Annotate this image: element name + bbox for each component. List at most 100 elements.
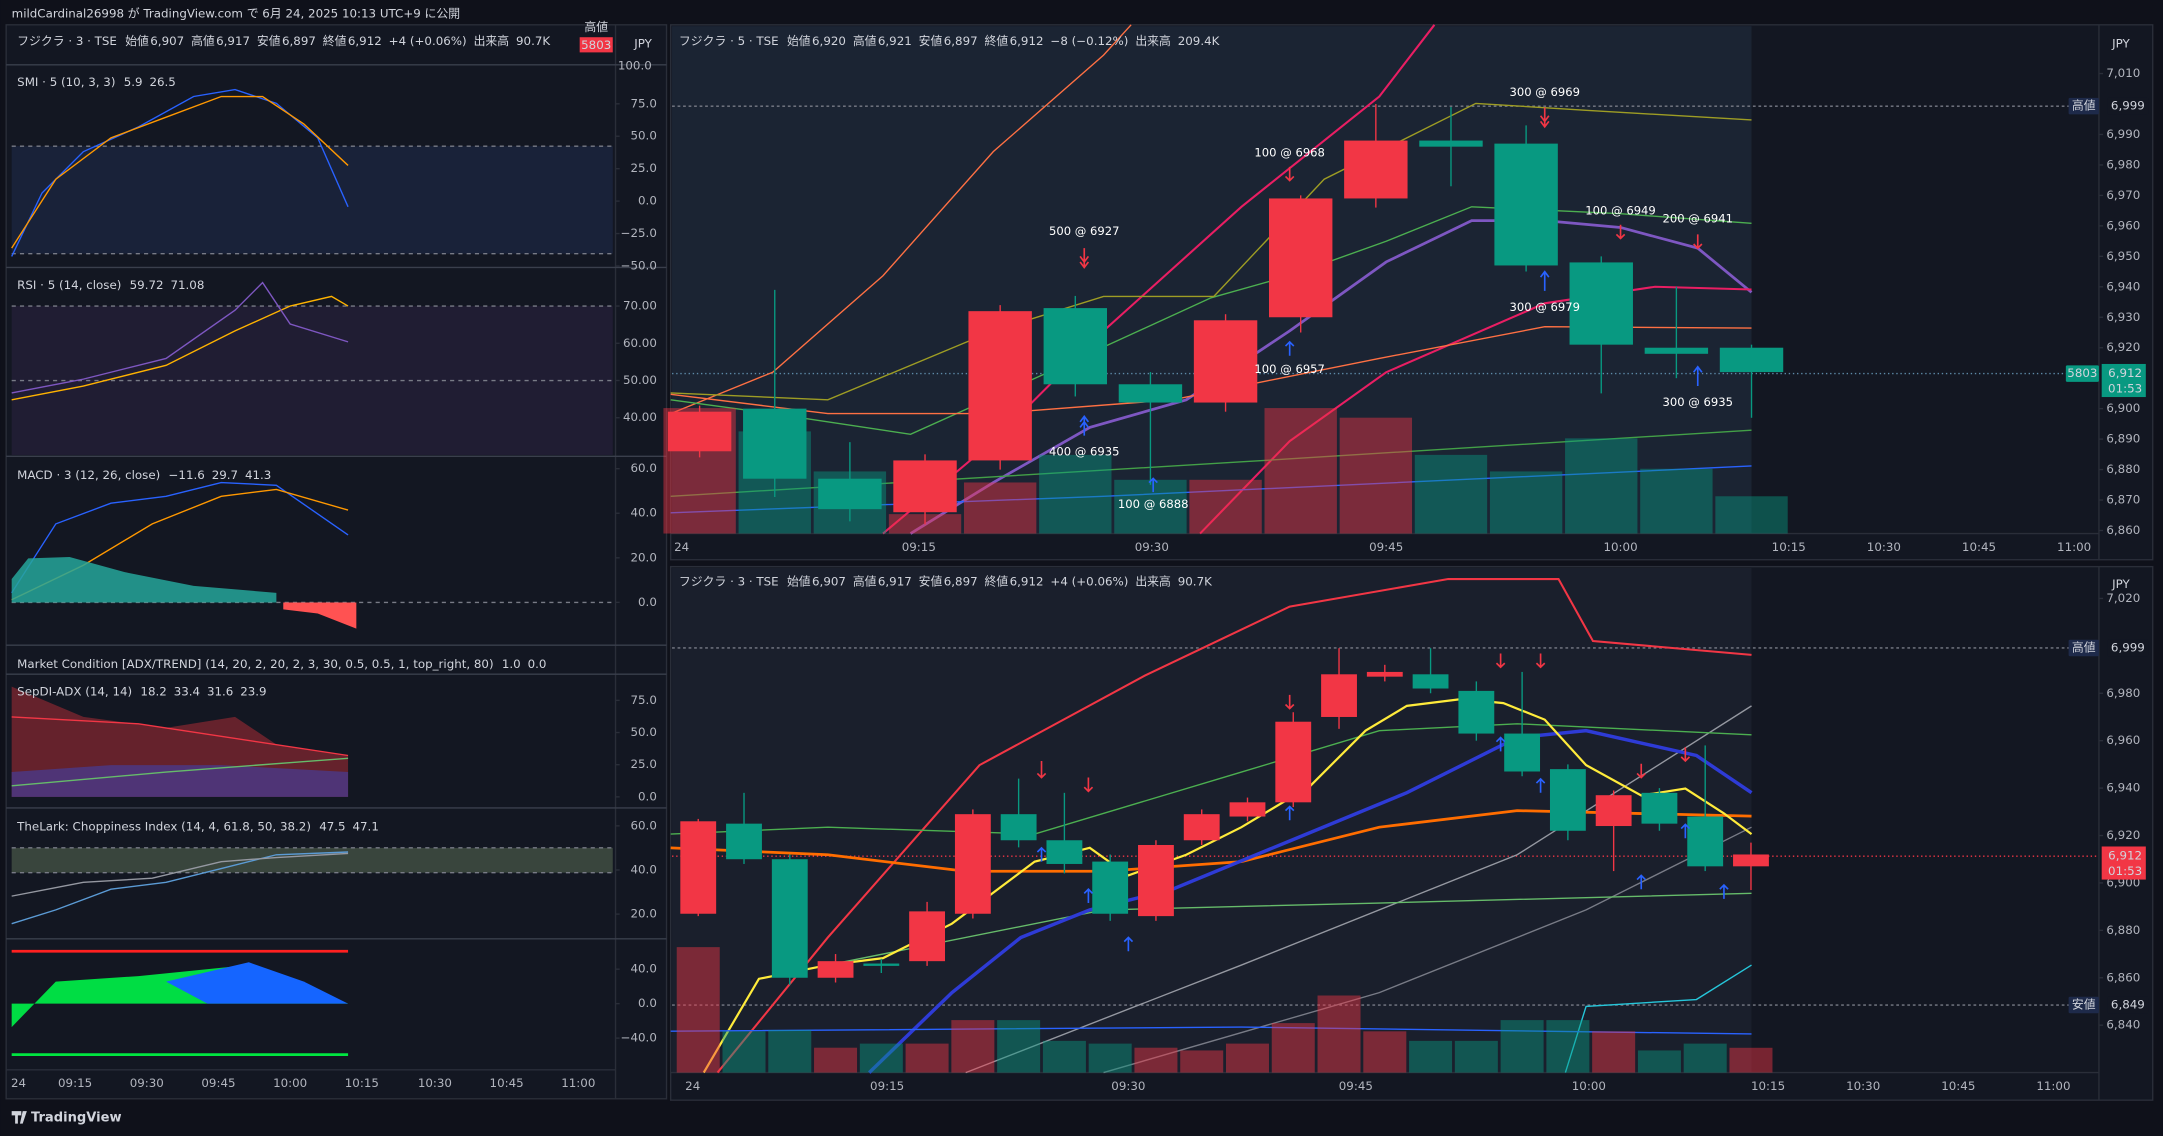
tick-label: 50.00 xyxy=(623,373,657,387)
tick-label: 40.0 xyxy=(631,506,657,520)
tick-label: 40.00 xyxy=(623,410,657,424)
candle-body xyxy=(1504,733,1541,772)
candle-body xyxy=(1138,844,1174,917)
candle-body xyxy=(1229,802,1266,817)
price-tick-label: 6,920 xyxy=(2106,828,2140,842)
price-tick-label: 6,980 xyxy=(2106,157,2140,171)
candle-body xyxy=(1321,674,1357,717)
time-label: 09:15 xyxy=(58,1076,92,1090)
legend-symbol: フジクラ · 3 · TSE xyxy=(17,34,117,48)
price-tick-label: 6,880 xyxy=(2106,923,2140,937)
tick-label: 0.0 xyxy=(638,996,657,1010)
volume-bar xyxy=(1271,1023,1315,1073)
trade-annotation: 300 @ 6935 xyxy=(1662,395,1733,409)
high-price: 6,999 xyxy=(2111,99,2145,113)
high-label-bg xyxy=(2068,97,2099,115)
legend-label: 高値 xyxy=(853,574,877,588)
high-price-bg xyxy=(2107,639,2149,657)
time-label: 24 xyxy=(674,540,689,554)
legend-value: 出来高 xyxy=(1135,34,1171,48)
tick-label: 70.00 xyxy=(623,299,657,313)
volume-bar xyxy=(905,1043,949,1073)
legend-label: 90.7K xyxy=(516,34,551,48)
low-label: 安値 xyxy=(2072,998,2096,1012)
volume-bar xyxy=(1317,995,1361,1073)
volume-bar xyxy=(1729,1047,1773,1073)
pane-value: 18.2 xyxy=(140,685,166,699)
high-label: 高値 xyxy=(2072,99,2096,113)
tick-label: 20.0 xyxy=(631,907,657,921)
legend-label: 終値 xyxy=(985,34,1009,48)
tick-label: 60.00 xyxy=(623,336,657,350)
tick-label: 0.0 xyxy=(638,595,657,609)
volume-bar xyxy=(676,947,720,1073)
trade-annotation: 300 @ 6969 xyxy=(1509,85,1580,99)
time-label: 09:30 xyxy=(1111,1079,1145,1093)
price-tick-label: 6,920 xyxy=(2106,340,2140,354)
last-price: 6,912 xyxy=(2108,366,2142,380)
price-tick-label: 6,950 xyxy=(2106,249,2140,263)
candle-body xyxy=(1118,384,1183,403)
legend-value: 6,897 xyxy=(282,34,316,48)
pane-value: 31.6 xyxy=(207,685,233,699)
volume-bar xyxy=(1546,1020,1590,1073)
candle-body xyxy=(954,814,991,914)
candle-body xyxy=(1733,854,1769,867)
currency: JPY xyxy=(633,37,652,51)
pane-value: 23.9 xyxy=(240,685,266,699)
candle-body xyxy=(1549,769,1586,831)
pane-value: 29.7 xyxy=(212,468,238,482)
time-label: 10:00 xyxy=(1603,540,1637,554)
legend-label: 209.4K xyxy=(1178,34,1221,48)
volume-bar xyxy=(1039,454,1112,534)
legend-label: 終値 xyxy=(985,574,1009,588)
trade-annotation: 100 @ 6957 xyxy=(1254,362,1325,376)
time-label: 10:45 xyxy=(490,1076,524,1090)
candle-body xyxy=(743,408,807,479)
volume-bar xyxy=(1114,479,1187,534)
legend-value: 6,907 xyxy=(812,574,846,588)
legend-value: 出来高 xyxy=(1135,574,1171,588)
symbol-badge: 5803 xyxy=(2067,366,2097,380)
candle-body xyxy=(1419,140,1483,147)
price-tick-label: 6,970 xyxy=(2106,188,2140,202)
tick-label: 0.0 xyxy=(638,194,657,208)
legend-label: 高値 xyxy=(853,34,877,48)
legend-value: 6,897 xyxy=(944,34,978,48)
trade-annotation: 100 @ 6949 xyxy=(1585,203,1656,217)
trade-arrows xyxy=(1036,107,1729,952)
volume-bar xyxy=(1592,1031,1636,1073)
tick-label: −50.0 xyxy=(621,258,657,272)
time-label: 10:00 xyxy=(273,1076,307,1090)
candle-body xyxy=(1366,671,1403,677)
legend-label: 安値 xyxy=(919,34,943,48)
pane-separators xyxy=(6,64,667,940)
candle-body xyxy=(1412,674,1449,689)
price-tick-label: 6,940 xyxy=(2106,781,2140,795)
pane-value: 0.0 xyxy=(528,657,547,671)
legend-value: 6,897 xyxy=(944,574,978,588)
price-tick-label: 6,880 xyxy=(2106,462,2140,476)
pane-value: 47.5 xyxy=(319,820,345,834)
tick-label: 75.0 xyxy=(631,693,657,707)
volume-bar xyxy=(1683,1043,1727,1073)
high-label: 高値 xyxy=(2072,640,2096,654)
volume-bar xyxy=(1189,479,1262,534)
low-label-bg xyxy=(2068,996,2099,1014)
volume-bar xyxy=(1414,454,1488,534)
volume-bar xyxy=(1489,471,1563,534)
candle-body xyxy=(818,478,882,510)
pane-value: 33.4 xyxy=(174,685,200,699)
candle-body xyxy=(863,963,900,966)
time-label: 10:45 xyxy=(1962,540,1996,554)
pane-value: 26.5 xyxy=(149,75,175,89)
candle-body xyxy=(1183,814,1220,841)
tick-label: 60.0 xyxy=(631,818,657,832)
volume-bar xyxy=(1640,468,1713,534)
legend-label: 始値 xyxy=(125,34,149,48)
price-tick-label: 7,020 xyxy=(2106,591,2140,605)
time-label: 09:15 xyxy=(902,540,936,554)
currency: JPY xyxy=(2111,37,2130,51)
